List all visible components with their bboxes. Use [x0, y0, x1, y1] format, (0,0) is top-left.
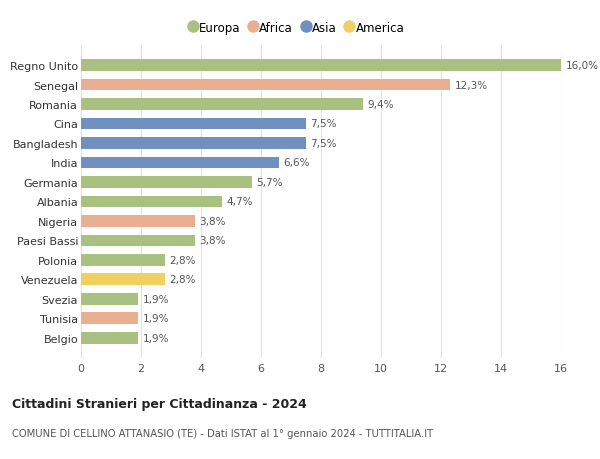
Text: 1,9%: 1,9%	[143, 333, 169, 343]
Text: 2,8%: 2,8%	[170, 255, 196, 265]
Text: 7,5%: 7,5%	[311, 119, 337, 129]
Bar	[81, 332, 138, 344]
Text: 9,4%: 9,4%	[367, 100, 394, 110]
Bar	[81, 235, 195, 246]
Text: 1,9%: 1,9%	[143, 294, 169, 304]
Text: 16,0%: 16,0%	[566, 61, 599, 71]
Bar	[81, 196, 222, 208]
Bar	[81, 118, 306, 130]
Bar	[81, 79, 450, 91]
Bar	[81, 60, 561, 72]
Text: 1,9%: 1,9%	[143, 313, 169, 324]
Bar	[81, 216, 195, 227]
Text: 5,7%: 5,7%	[257, 178, 283, 188]
Bar	[81, 274, 165, 285]
Text: Cittadini Stranieri per Cittadinanza - 2024: Cittadini Stranieri per Cittadinanza - 2…	[12, 397, 307, 410]
Text: 4,7%: 4,7%	[227, 197, 253, 207]
Bar	[81, 254, 165, 266]
Bar	[81, 157, 279, 169]
Bar	[81, 313, 138, 325]
Text: 3,8%: 3,8%	[199, 236, 226, 246]
Text: 2,8%: 2,8%	[170, 274, 196, 285]
Bar	[81, 177, 252, 188]
Text: 3,8%: 3,8%	[199, 216, 226, 226]
Text: 6,6%: 6,6%	[284, 158, 310, 168]
Text: 7,5%: 7,5%	[311, 139, 337, 149]
Text: COMUNE DI CELLINO ATTANASIO (TE) - Dati ISTAT al 1° gennaio 2024 - TUTTITALIA.IT: COMUNE DI CELLINO ATTANASIO (TE) - Dati …	[12, 428, 433, 438]
Legend: Europa, Africa, Asia, America: Europa, Africa, Asia, America	[187, 19, 407, 37]
Text: 12,3%: 12,3%	[455, 80, 488, 90]
Bar	[81, 99, 363, 111]
Bar	[81, 138, 306, 150]
Bar	[81, 293, 138, 305]
